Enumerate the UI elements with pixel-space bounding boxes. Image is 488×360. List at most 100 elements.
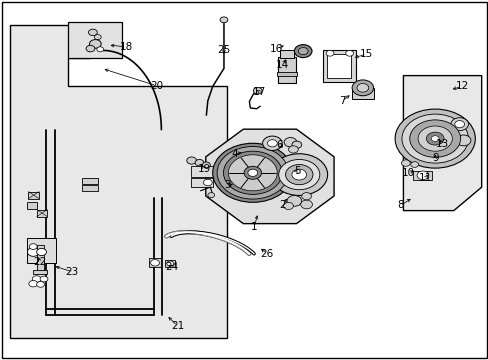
Circle shape — [29, 244, 37, 249]
Text: 21: 21 — [170, 321, 184, 331]
Circle shape — [29, 280, 38, 287]
Circle shape — [284, 138, 296, 147]
Circle shape — [401, 114, 468, 163]
Circle shape — [301, 193, 311, 200]
Circle shape — [267, 140, 277, 147]
Circle shape — [394, 109, 474, 168]
Text: 16: 16 — [269, 44, 283, 54]
Circle shape — [97, 47, 103, 52]
Circle shape — [32, 276, 41, 282]
Bar — [412, 171, 431, 180]
Text: 9: 9 — [431, 153, 438, 163]
Circle shape — [454, 121, 464, 128]
Circle shape — [409, 120, 460, 157]
Text: 7: 7 — [338, 96, 345, 106]
Circle shape — [150, 260, 159, 266]
Circle shape — [417, 126, 451, 151]
Text: 19: 19 — [197, 164, 211, 174]
Text: 10: 10 — [401, 168, 414, 178]
Circle shape — [202, 162, 210, 168]
Bar — [37, 245, 44, 272]
Text: 22: 22 — [33, 257, 47, 267]
Circle shape — [270, 154, 327, 195]
Text: 1: 1 — [250, 222, 257, 232]
Bar — [28, 192, 39, 199]
Circle shape — [89, 40, 101, 48]
Circle shape — [430, 136, 438, 141]
Bar — [33, 270, 47, 274]
Bar — [149, 258, 161, 267]
Circle shape — [203, 179, 212, 186]
Circle shape — [195, 159, 203, 166]
Circle shape — [247, 169, 257, 176]
Circle shape — [298, 48, 307, 55]
Circle shape — [244, 166, 261, 179]
Polygon shape — [205, 129, 333, 224]
Polygon shape — [403, 76, 481, 211]
Bar — [277, 57, 296, 83]
Circle shape — [345, 50, 353, 56]
Text: 25: 25 — [217, 45, 230, 55]
Circle shape — [356, 84, 368, 92]
Circle shape — [351, 80, 373, 96]
Text: 11: 11 — [418, 173, 431, 183]
Bar — [165, 260, 175, 267]
Circle shape — [207, 193, 214, 198]
Bar — [351, 88, 373, 99]
Bar — [37, 210, 47, 217]
Circle shape — [228, 155, 277, 191]
Bar — [276, 72, 297, 76]
Circle shape — [37, 282, 44, 287]
Bar — [279, 50, 294, 58]
Bar — [190, 166, 212, 177]
Text: 23: 23 — [65, 267, 79, 277]
Circle shape — [166, 261, 173, 266]
Text: 24: 24 — [165, 262, 179, 272]
Circle shape — [27, 248, 39, 256]
Polygon shape — [10, 25, 227, 338]
Text: 12: 12 — [454, 81, 468, 91]
Circle shape — [223, 151, 282, 194]
Text: 17: 17 — [252, 87, 265, 97]
Text: 2: 2 — [279, 200, 285, 210]
Circle shape — [285, 165, 312, 185]
Circle shape — [291, 169, 306, 180]
Text: 5: 5 — [293, 166, 300, 176]
Circle shape — [262, 136, 282, 150]
Bar — [82, 178, 98, 184]
Text: 20: 20 — [150, 81, 163, 91]
Circle shape — [212, 143, 292, 202]
Circle shape — [288, 146, 298, 153]
Bar — [326, 54, 350, 78]
Circle shape — [410, 162, 418, 167]
Circle shape — [286, 195, 301, 206]
Circle shape — [220, 17, 227, 23]
Bar — [68, 22, 122, 58]
Circle shape — [325, 50, 333, 56]
Circle shape — [450, 118, 468, 131]
Text: 13: 13 — [435, 139, 448, 149]
Circle shape — [186, 157, 196, 164]
Circle shape — [88, 29, 97, 36]
Circle shape — [217, 147, 288, 199]
Text: 4: 4 — [231, 149, 238, 159]
Circle shape — [253, 87, 262, 94]
Bar — [190, 178, 212, 187]
Text: 18: 18 — [119, 42, 133, 52]
Text: 8: 8 — [397, 200, 404, 210]
Circle shape — [291, 141, 301, 148]
Bar — [322, 50, 355, 82]
Text: 6: 6 — [276, 140, 283, 150]
Bar — [27, 202, 37, 209]
Bar — [27, 238, 56, 263]
Circle shape — [401, 160, 409, 166]
Circle shape — [294, 45, 311, 58]
Circle shape — [37, 248, 46, 256]
Text: 26: 26 — [259, 249, 273, 259]
Circle shape — [94, 35, 101, 40]
Circle shape — [86, 45, 95, 52]
Circle shape — [300, 200, 312, 209]
Text: 14: 14 — [275, 60, 289, 70]
Circle shape — [426, 132, 443, 145]
Circle shape — [416, 171, 428, 180]
